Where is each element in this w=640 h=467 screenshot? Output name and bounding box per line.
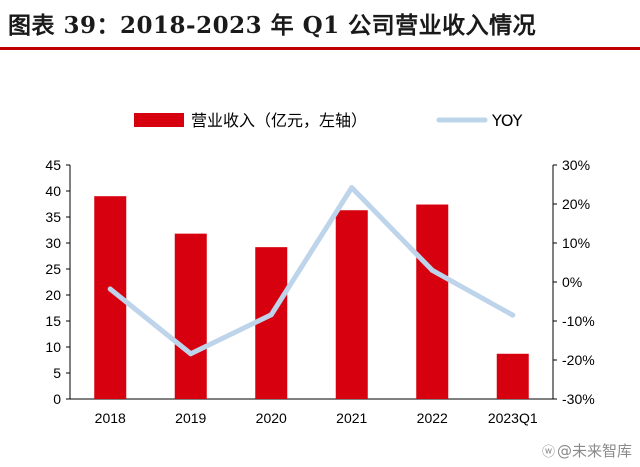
title-divider — [0, 47, 640, 50]
legend-label-yoy: YOY — [491, 111, 523, 130]
x-tick-label: 2021 — [336, 410, 367, 426]
left-tick-label: 5 — [53, 365, 61, 381]
right-tick-label: -20% — [562, 352, 595, 368]
yoy-point — [188, 351, 194, 357]
yoy-point — [107, 286, 113, 292]
watermark: ⓦ @未来智库 — [542, 440, 632, 461]
right-tick-label: -10% — [562, 313, 595, 329]
left-tick-label: 30 — [45, 235, 61, 251]
revenue-bar — [496, 353, 529, 399]
right-tick-label: -30% — [562, 391, 595, 407]
yoy-point — [268, 312, 274, 318]
x-tick-label: 2023Q1 — [488, 410, 538, 426]
left-tick-label: 10 — [45, 339, 61, 355]
yoy-point — [510, 312, 516, 318]
right-tick-label: 20% — [562, 196, 590, 212]
right-tick-label: 0% — [562, 274, 582, 290]
watermark-text: @未来智库 — [556, 442, 632, 460]
left-tick-label: 25 — [45, 261, 61, 277]
left-tick-label: 40 — [45, 183, 61, 199]
yoy-point — [429, 267, 435, 273]
revenue-bar — [255, 247, 288, 399]
revenue-bar — [416, 204, 449, 399]
left-tick-label: 35 — [45, 209, 61, 225]
right-tick-label: 30% — [562, 157, 590, 173]
right-tick-label: 10% — [562, 235, 590, 251]
x-tick-label: 2018 — [95, 410, 126, 426]
yoy-point — [349, 185, 355, 191]
chart-title: 图表 39：2018-2023 年 Q1 公司营业收入情况 — [8, 12, 537, 39]
left-tick-label: 20 — [45, 287, 61, 303]
revenue-bar — [335, 210, 368, 399]
left-tick-label: 0 — [53, 391, 61, 407]
yoy-line — [107, 185, 516, 357]
left-tick-label: 45 — [45, 157, 61, 173]
x-tick-label: 2020 — [256, 410, 287, 426]
left-tick-label: 15 — [45, 313, 61, 329]
revenue-bar — [174, 233, 207, 399]
legend-label-revenue: 营业收入（亿元，左轴） — [191, 111, 367, 130]
watermark-logo-icon: ⓦ — [541, 445, 555, 460]
x-tick-label: 2022 — [417, 410, 448, 426]
x-tick-label: 2019 — [175, 410, 206, 426]
legend-swatch-revenue — [134, 113, 184, 127]
